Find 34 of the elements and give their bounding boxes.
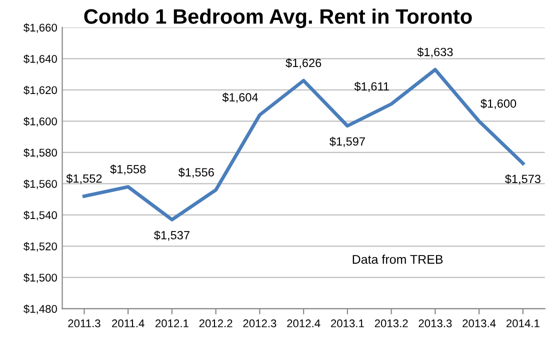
data-label: $1,558 <box>110 164 146 175</box>
data-label: $1,556 <box>178 168 214 178</box>
data-label: $1,552 <box>66 174 102 184</box>
y-tick-label: $1,620 <box>24 86 57 96</box>
x-tick-label: 2012.1 <box>156 319 188 328</box>
data-label: $1,604 <box>222 92 258 103</box>
x-tick-label: 2014.1 <box>506 319 540 328</box>
x-tick-label: 2013.3 <box>418 319 452 328</box>
y-tick-label: $1,480 <box>24 304 57 314</box>
x-tick-label: 2013.4 <box>462 319 496 328</box>
data-label: $1,597 <box>330 136 365 148</box>
y-tick-label: $1,500 <box>24 273 57 283</box>
data-label: $1,633 <box>417 47 453 58</box>
y-tick-label: $1,560 <box>24 179 57 190</box>
x-tick-label: 2013.2 <box>374 319 408 328</box>
data-label: $1,626 <box>286 58 322 69</box>
data-label: $1,573 <box>505 174 540 185</box>
data-label: $1,611 <box>354 82 389 92</box>
x-tick-label: 2012.3 <box>243 319 276 328</box>
annotation: Data from TREB <box>352 254 443 264</box>
x-tick-label: 2011.4 <box>112 319 144 328</box>
data-label: $1,600 <box>480 98 516 110</box>
x-tick-label: 2012.2 <box>199 319 232 328</box>
x-tick-label: 2011.3 <box>68 319 100 328</box>
y-tick-label: $1,640 <box>24 54 57 64</box>
data-label: $1,537 <box>154 230 190 241</box>
y-tick-label: $1,600 <box>24 116 57 127</box>
y-tick-label: $1,580 <box>24 148 57 158</box>
x-tick-label: 2012.4 <box>287 319 320 328</box>
y-tick-label: $1,660 <box>24 23 57 33</box>
x-tick-label: 2013.1 <box>331 319 364 328</box>
y-tick-label: $1,520 <box>24 242 57 252</box>
y-tick-label: $1,540 <box>24 210 57 220</box>
chart-title: Condo 1 Bedroom Avg. Rent in Toronto <box>84 8 472 28</box>
